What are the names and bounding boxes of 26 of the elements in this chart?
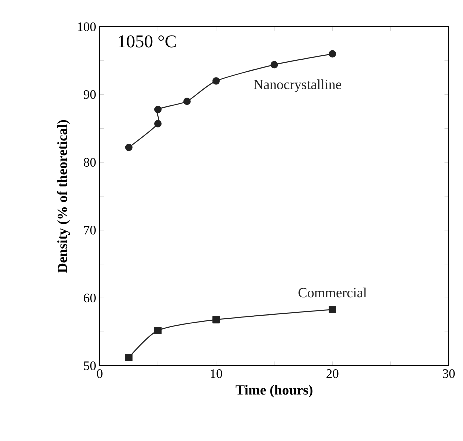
point: [154, 106, 162, 114]
x-tick-label: 0: [97, 370, 103, 378]
annotation: 1050 °C: [119, 36, 176, 48]
y-tick-label: 100: [78, 22, 96, 32]
y-tick-label: 70: [84, 226, 96, 235]
series-label: Commercial: [298, 288, 367, 298]
point: [270, 61, 278, 69]
x-tick-label: 20: [326, 370, 339, 378]
y-tick-label: 90: [84, 90, 96, 100]
point: [212, 78, 220, 85]
point: [125, 354, 133, 362]
point: [154, 327, 162, 334]
point: [328, 50, 336, 58]
point: [328, 306, 336, 314]
x-axis-title: Time (hours): [236, 385, 313, 398]
series-label: Nanocrystalline: [254, 80, 342, 92]
point: [125, 144, 133, 152]
point: [154, 120, 162, 128]
y-tick-label: 80: [84, 158, 96, 167]
y-axis-title: Density (% of theoretical): [57, 120, 70, 274]
y-tick-label: 60: [84, 294, 96, 303]
x-tick-label: 30: [443, 370, 455, 378]
y-tick-label: 50: [84, 362, 96, 370]
point: [184, 98, 191, 106]
x-tick-label: 10: [211, 370, 222, 378]
point: [212, 316, 220, 324]
